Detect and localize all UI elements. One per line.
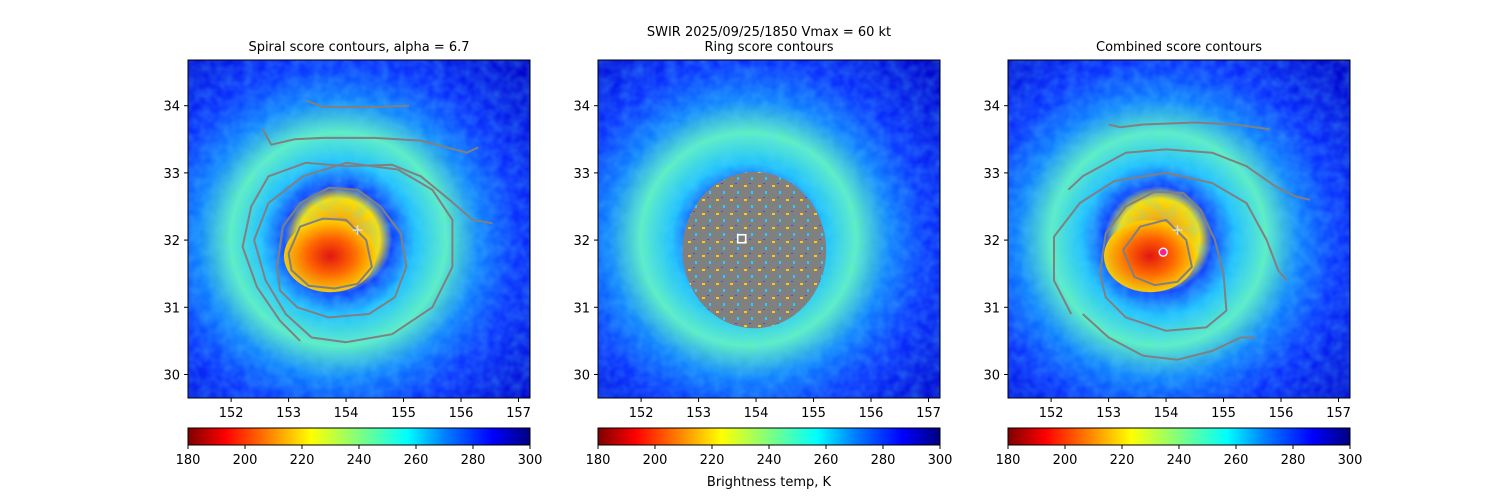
y-tick-label: 34 xyxy=(163,100,180,115)
colorbar-tick-label: 200 xyxy=(643,453,668,468)
score-contour-1 xyxy=(287,217,373,290)
colorbar-2: 180 200 220 240 260 280 300 xyxy=(586,427,953,468)
colorbar-tick-label: 300 xyxy=(518,453,543,468)
colorbar-tick-label: 240 xyxy=(347,453,372,468)
square-marker xyxy=(736,233,747,244)
colorbar-tick-label: 200 xyxy=(233,453,258,468)
colorbar-tick-label: 260 xyxy=(1224,453,1249,468)
x-tick-label: 154 xyxy=(1154,406,1179,421)
y-tick-label: 33 xyxy=(983,167,1000,182)
colorbar-tick-label: 260 xyxy=(814,453,839,468)
score-contour-3 xyxy=(1053,171,1288,315)
colorbar-tick-label: 220 xyxy=(290,453,315,468)
score-contour-4 xyxy=(346,163,493,225)
y-tick-label: 30 xyxy=(573,368,590,383)
x-tick-label: 153 xyxy=(1096,406,1121,421)
x-tick-label: 157 xyxy=(1326,406,1351,421)
colorbar-tick-label: 200 xyxy=(1053,453,1078,468)
axes-frame xyxy=(1007,59,1351,399)
y-tick-label: 31 xyxy=(163,301,180,316)
score-contour-7 xyxy=(305,99,410,108)
colorbar-tick-label: 220 xyxy=(1110,453,1135,468)
plus-marker xyxy=(352,225,363,236)
x-tick-label: 156 xyxy=(859,406,884,421)
panel-title: Ring score contours xyxy=(704,40,833,55)
score-contour-4 xyxy=(1082,313,1256,361)
x-tick-label: 152 xyxy=(1039,406,1064,421)
y-tick-label: 33 xyxy=(163,167,180,182)
y-tick-label: 30 xyxy=(163,368,180,383)
colorbar-1: 180 200 220 240 260 280 300 xyxy=(176,427,543,468)
score-contour-6 xyxy=(1108,121,1270,131)
x-tick-label: 154 xyxy=(334,406,359,421)
x-tick-label: 152 xyxy=(219,406,244,421)
y-tick-label: 34 xyxy=(573,100,590,115)
score-contour-2 xyxy=(276,186,408,319)
x-tick-label: 156 xyxy=(1269,406,1294,421)
score-contour-6 xyxy=(261,128,479,154)
suptitle: SWIR 2025/09/25/1850 Vmax = 60 kt xyxy=(647,25,891,40)
y-tick-label: 34 xyxy=(983,100,1000,115)
score-contour-1 xyxy=(1122,218,1193,287)
ring-score-contour xyxy=(682,172,827,329)
score-contour-2 xyxy=(1099,190,1228,332)
colorbar-tick-label: 280 xyxy=(461,453,486,468)
center-dot-marker xyxy=(1158,247,1168,257)
score-contour-3 xyxy=(253,161,454,344)
x-tick-label: 157 xyxy=(506,406,531,421)
panel-1: Spiral score contours, alpha = 6.7 152 153… xyxy=(163,40,530,421)
colorbar-tick-label: 280 xyxy=(1281,453,1306,468)
x-tick-label: 156 xyxy=(449,406,474,421)
colorbar-tick-label: 300 xyxy=(928,453,953,468)
colorbar-tick-label: 240 xyxy=(1167,453,1192,468)
y-tick-label: 32 xyxy=(573,234,590,249)
y-tick-label: 32 xyxy=(983,234,1000,249)
colorbar-tick-label: 220 xyxy=(700,453,725,468)
colorbar-tick-label: 280 xyxy=(871,453,896,468)
colorbar-gradient xyxy=(1007,427,1351,446)
x-tick-label: 153 xyxy=(686,406,711,421)
colorbar-tick-label: 180 xyxy=(176,453,201,468)
colorbar-tick-label: 240 xyxy=(757,453,782,468)
colorbar-tick-label: 300 xyxy=(1338,453,1363,468)
brightness-image xyxy=(598,60,940,398)
x-tick-label: 155 xyxy=(391,406,416,421)
score-contour-5 xyxy=(241,161,347,342)
colorbar-tick-label: 260 xyxy=(404,453,429,468)
colorbar-label: Brightness temp, K xyxy=(707,475,832,490)
x-tick-label: 154 xyxy=(744,406,769,421)
panel-title: Spiral score contours, alpha = 6.7 xyxy=(248,40,469,55)
x-tick-label: 152 xyxy=(629,406,654,421)
x-tick-label: 155 xyxy=(1211,406,1236,421)
x-tick-label: 155 xyxy=(801,406,826,421)
colorbar-tick-label: 180 xyxy=(996,453,1021,468)
x-tick-label: 157 xyxy=(916,406,941,421)
panel-2: Ring score contours 152 153 154 155 156 157 30 3… xyxy=(573,40,940,421)
colorbar-gradient xyxy=(597,427,941,446)
brightness-image xyxy=(188,60,530,398)
brightness-image xyxy=(1008,60,1350,398)
x-tick-label: 153 xyxy=(276,406,301,421)
axes-frame xyxy=(597,59,941,399)
y-tick-label: 33 xyxy=(573,167,590,182)
y-tick-label: 30 xyxy=(983,368,1000,383)
panel-3: Combined score contours 152 153 154 155 156 15… xyxy=(983,40,1350,421)
y-tick-label: 31 xyxy=(983,301,1000,316)
axes-frame xyxy=(187,59,531,399)
panel-title: Combined score contours xyxy=(1096,40,1262,55)
plus-marker xyxy=(1172,225,1183,236)
colorbar-tick-label: 180 xyxy=(586,453,611,468)
colorbar-gradient xyxy=(187,427,531,446)
y-tick-label: 32 xyxy=(163,234,180,249)
y-tick-label: 31 xyxy=(573,301,590,316)
score-contour-5 xyxy=(1067,148,1311,201)
colorbar-3: 180 200 220 240 260 280 300 xyxy=(996,427,1363,468)
